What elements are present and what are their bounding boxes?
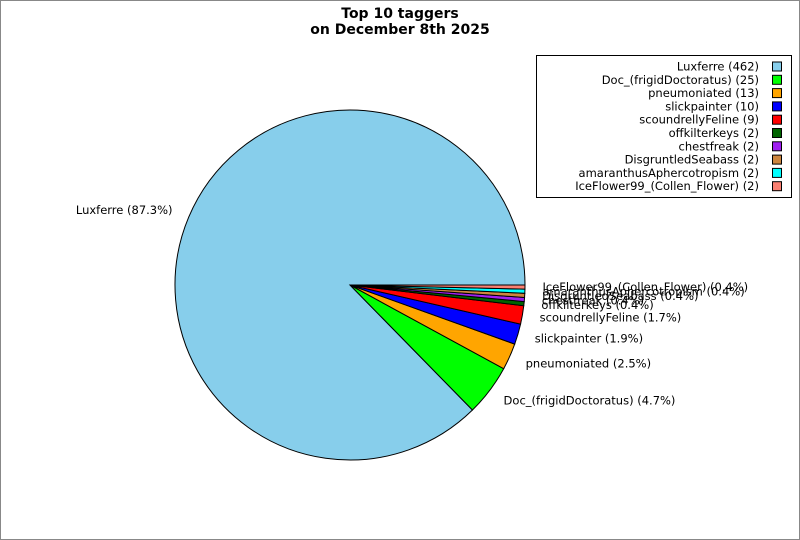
legend-swatch: [772, 167, 782, 178]
slice-label: Doc_(frigidDoctoratus) (4.7%): [504, 394, 676, 408]
legend-label: IceFlower99_(Collen_Flower) (2): [575, 179, 759, 193]
legend-label: slickpainter (10): [665, 99, 759, 113]
legend-label: DisgruntledSeabass (2): [625, 153, 759, 167]
legend-swatch: [772, 61, 782, 72]
legend-label: Luxferre (462): [677, 60, 759, 74]
slice-label: amaranthusAphercotropism (0.4%): [542, 284, 744, 298]
legend-box: [536, 55, 792, 198]
legend-swatch: [772, 74, 782, 85]
legend-swatch: [772, 154, 782, 165]
legend-swatch: [772, 181, 782, 192]
slice-label: DisgruntledSeabass (0.4%): [542, 289, 698, 303]
slice-label: pneumoniated (2.5%): [526, 356, 651, 370]
slice-label: chestfreak (0.4%): [542, 293, 644, 307]
legend-label: offkilterkeys (2): [669, 126, 759, 140]
legend-swatch: [772, 141, 782, 152]
legend-label: pneumoniated (13): [648, 86, 759, 100]
legend-label: chestfreak (2): [679, 139, 759, 153]
legend-swatch: [772, 88, 782, 99]
legend-swatch: [772, 128, 782, 138]
slice-label: slickpainter (1.9%): [535, 332, 643, 346]
legend-swatch: [772, 114, 782, 125]
legend-label: scoundrellyFeline (9): [639, 113, 759, 127]
slice-label: IceFlower99_(Collen_Flower) (0.4%): [542, 280, 748, 294]
legend-label: Doc_(frigidDoctoratus) (25): [602, 73, 759, 87]
legend-swatch: [772, 101, 782, 112]
pie-slice: [349, 284, 526, 290]
slice-label: scoundrellyFeline (1.7%): [540, 310, 682, 324]
slice-label: offkilterkeys (0.4%): [541, 298, 653, 312]
slice-label: Luxferre (87.3%): [76, 203, 173, 217]
chart-title: Top 10 taggers: [341, 6, 458, 22]
chart-subtitle: on December 8th 2025: [310, 22, 490, 38]
legend-label: amaranthusAphercotropism (2): [579, 166, 759, 180]
